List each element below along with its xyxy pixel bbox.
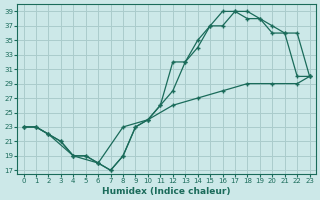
X-axis label: Humidex (Indice chaleur): Humidex (Indice chaleur) <box>102 187 231 196</box>
